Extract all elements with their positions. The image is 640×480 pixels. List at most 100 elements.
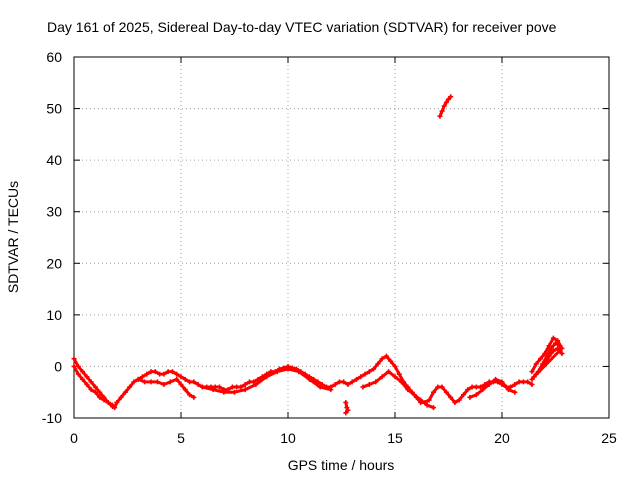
data-point xyxy=(383,353,389,359)
series-track-mid-b xyxy=(199,366,334,395)
data-point xyxy=(546,353,552,359)
data-point xyxy=(232,389,237,395)
data-point xyxy=(512,389,518,395)
x-tick-label: 25 xyxy=(601,430,617,446)
data-point xyxy=(306,376,312,382)
y-tick-label: 10 xyxy=(46,307,62,323)
data-point xyxy=(505,387,511,393)
data-point xyxy=(441,103,447,109)
data-point xyxy=(161,371,167,377)
series-high-arc xyxy=(437,94,454,119)
data-point xyxy=(529,381,535,387)
data-point xyxy=(386,369,392,375)
data-point xyxy=(508,384,514,390)
data-points xyxy=(71,94,565,416)
data-point xyxy=(559,345,565,351)
data-point xyxy=(101,397,107,403)
data-point xyxy=(443,389,449,395)
series-track-lower-a xyxy=(71,363,116,408)
data-point xyxy=(343,410,349,416)
data-point xyxy=(285,366,291,372)
data-point xyxy=(71,363,77,369)
data-point xyxy=(349,379,355,385)
data-point xyxy=(550,335,556,341)
y-tick-label: 60 xyxy=(46,49,62,65)
data-point xyxy=(187,392,193,398)
data-point xyxy=(398,379,404,385)
data-point xyxy=(75,363,81,369)
x-tick-label: 10 xyxy=(280,430,296,446)
axis-ticks xyxy=(73,56,610,419)
data-point xyxy=(542,351,548,357)
data-point xyxy=(405,387,411,393)
data-point xyxy=(174,371,180,377)
data-point xyxy=(550,348,556,354)
data-point xyxy=(392,374,398,380)
data-point xyxy=(443,99,449,105)
data-point xyxy=(478,384,484,390)
data-point xyxy=(242,387,248,393)
data-point xyxy=(264,374,270,380)
data-point xyxy=(448,394,454,400)
data-point xyxy=(167,379,173,385)
data-point xyxy=(118,394,124,400)
data-point xyxy=(418,397,424,403)
grid-lines xyxy=(74,57,609,418)
data-point xyxy=(110,402,116,408)
series-track-mid-a xyxy=(135,376,197,400)
data-point xyxy=(533,361,539,367)
data-point xyxy=(142,379,148,385)
x-tick-label: 15 xyxy=(387,430,403,446)
data-point xyxy=(546,343,552,349)
data-point xyxy=(379,374,385,380)
data-point xyxy=(174,376,180,382)
data-point xyxy=(358,374,364,380)
data-point xyxy=(343,400,349,406)
data-point xyxy=(114,400,120,406)
data-point xyxy=(178,381,184,387)
series-track-mid-c xyxy=(360,369,437,411)
data-point xyxy=(229,384,235,390)
data-point xyxy=(362,371,368,377)
data-point xyxy=(253,381,259,387)
data-point xyxy=(157,371,163,377)
data-point xyxy=(538,356,544,362)
x-axis-title: GPS time / hours xyxy=(288,457,395,473)
data-point xyxy=(366,381,372,387)
data-point xyxy=(296,369,302,375)
series-outlier-1 xyxy=(343,400,351,416)
data-point xyxy=(169,369,175,375)
data-point xyxy=(210,387,216,393)
data-point xyxy=(154,379,160,385)
data-point xyxy=(191,394,197,400)
data-point xyxy=(315,379,321,385)
y-axis-tick-labels: -10 0 10 20 30 40 50 60 xyxy=(42,49,62,426)
data-point xyxy=(251,379,257,385)
data-point xyxy=(152,369,158,375)
data-point xyxy=(426,397,432,403)
data-point xyxy=(234,384,240,390)
data-point xyxy=(148,369,154,375)
data-point xyxy=(341,379,347,385)
data-point xyxy=(439,108,445,114)
data-point xyxy=(371,366,377,372)
series-track xyxy=(72,364,115,407)
data-point xyxy=(360,384,366,390)
data-point xyxy=(456,397,462,403)
data-point xyxy=(135,376,141,382)
series-late-band xyxy=(529,345,565,382)
y-tick-label: 40 xyxy=(46,152,62,168)
x-tick-label: 20 xyxy=(494,430,510,446)
data-point xyxy=(435,384,441,390)
y-tick-label: -10 xyxy=(42,410,62,426)
data-point xyxy=(80,369,86,375)
data-point xyxy=(344,405,350,411)
data-point xyxy=(452,400,458,406)
data-point xyxy=(345,381,351,387)
data-point xyxy=(499,379,505,385)
y-tick-label: 50 xyxy=(46,101,62,117)
data-point xyxy=(332,381,338,387)
data-point xyxy=(473,392,479,398)
